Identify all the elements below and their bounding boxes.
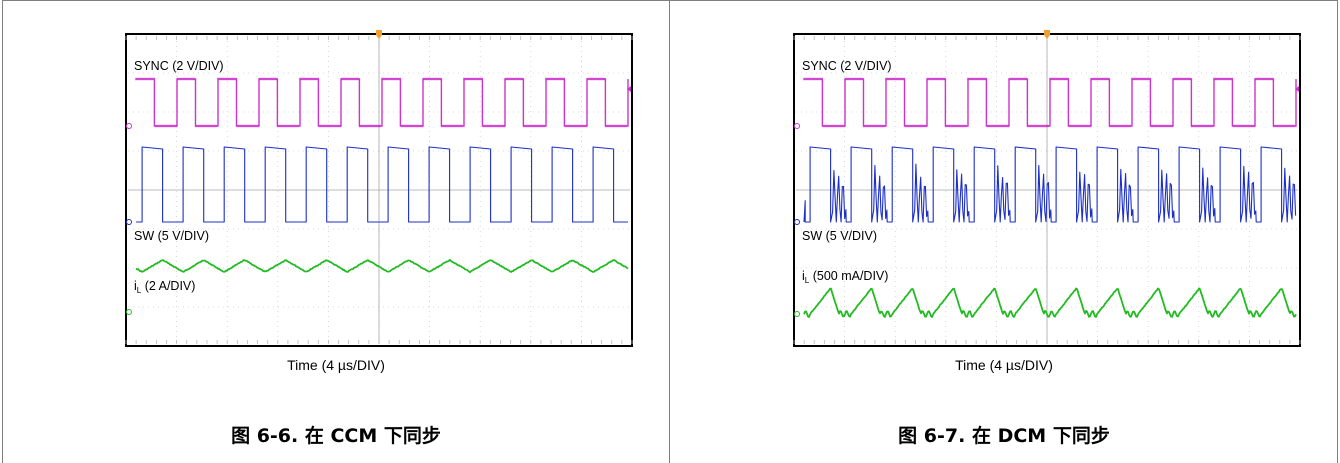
scope-markers — [794, 30, 1299, 317]
channel-marker-sw — [126, 219, 132, 225]
channel-marker-sync — [126, 123, 132, 129]
trigger-level-marker — [627, 86, 631, 92]
figure-number: 图 6-7. — [898, 425, 966, 447]
panel-ccm: SYNC (2 V/DIV) SW (5 V/DIV) iL (2 A/DIV)… — [2, 0, 670, 463]
figure-title: 在 CCM 下同步 — [304, 425, 441, 447]
x-axis-label: Time (4 µs/DIV) — [287, 357, 385, 373]
sw-waveform — [803, 146, 1297, 223]
scope-grid — [125, 36, 633, 344]
scope-waveforms — [135, 77, 629, 274]
figure-number: 图 6-6. — [231, 425, 299, 447]
trigger-position-marker — [1044, 30, 1050, 39]
panel-dcm: SYNC (2 V/DIV) SW (5 V/DIV) iL (500 mA/D… — [670, 0, 1338, 463]
channel-marker-sync — [794, 123, 800, 129]
sync-waveform-noise — [803, 77, 1295, 128]
trace-label-sw: SW (5 V/DIV) — [134, 229, 209, 243]
channel-marker-sw — [794, 219, 800, 225]
sync-waveform-noise — [135, 77, 627, 128]
il-waveform — [803, 287, 1297, 318]
scope-markers — [126, 30, 631, 315]
scope-plot-dcm: SYNC (2 V/DIV) SW (5 V/DIV) iL (500 mA/D… — [793, 30, 1301, 347]
sw-waveform — [136, 146, 628, 223]
trace-label-sync: SYNC (2 V/DIV) — [134, 59, 224, 73]
figure-caption: 图 6-6. 在 CCM 下同步 — [2, 421, 670, 448]
trigger-level-marker — [1295, 86, 1299, 92]
trace-label-il: iL (500 mA/DIV) — [802, 269, 888, 285]
scope-plot-ccm: SYNC (2 V/DIV) SW (5 V/DIV) iL (2 A/DIV) — [125, 30, 633, 347]
figure-title: 在 DCM 下同步 — [971, 425, 1110, 447]
il-waveform — [135, 259, 629, 274]
scope-waveforms — [803, 77, 1297, 318]
x-axis-label: Time (4 µs/DIV) — [955, 357, 1053, 373]
trace-label-sw: SW (5 V/DIV) — [802, 229, 877, 243]
trigger-position-marker — [376, 30, 382, 39]
panel-divider — [669, 0, 670, 463]
figure-caption: 图 6-7. 在 DCM 下同步 — [670, 421, 1338, 448]
trace-label-sync: SYNC (2 V/DIV) — [802, 59, 892, 73]
channel-marker-il — [794, 311, 800, 317]
trace-label-il: iL (2 A/DIV) — [134, 279, 195, 295]
channel-marker-il — [126, 309, 132, 315]
